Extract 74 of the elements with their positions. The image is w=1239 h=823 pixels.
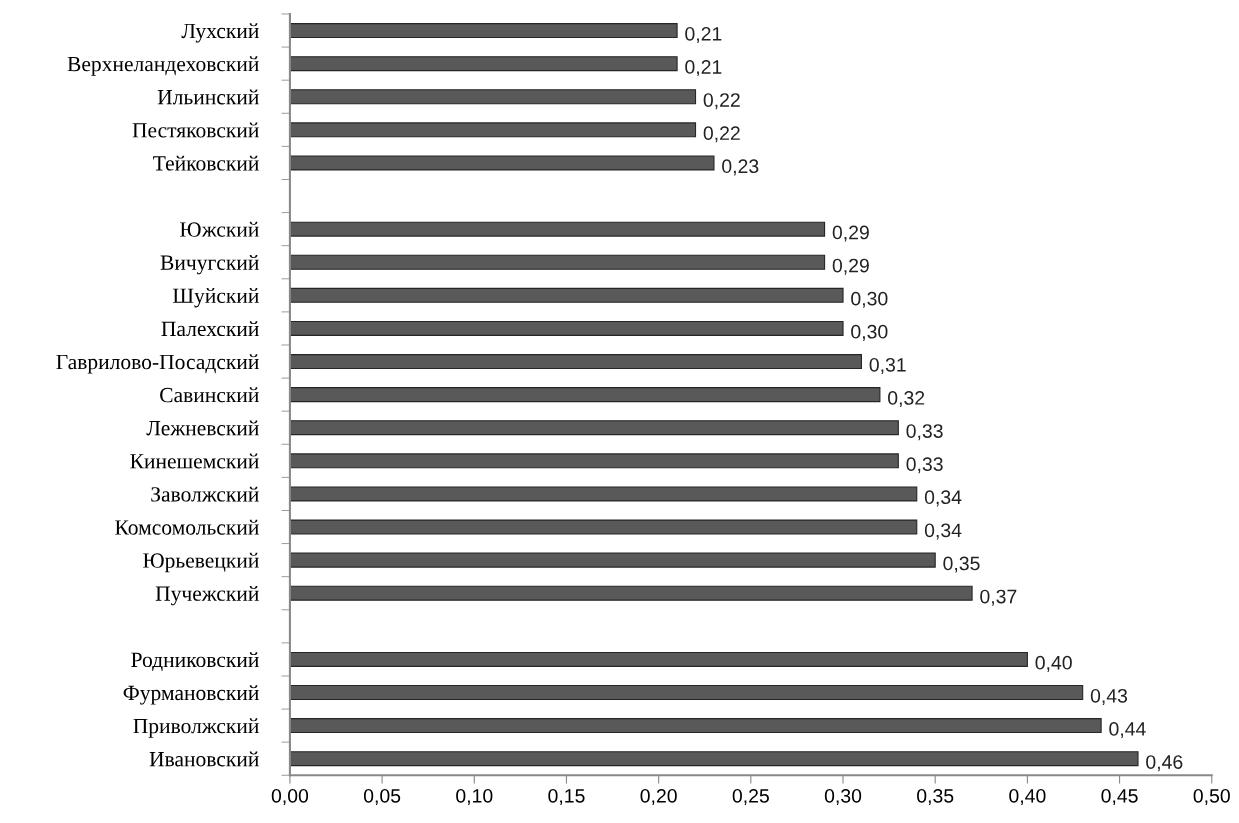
bar xyxy=(289,320,844,336)
y-tick-label: Шуйский xyxy=(172,288,259,308)
x-tick-label: 0,35 xyxy=(917,788,954,806)
y-tick-label: Родниковский xyxy=(131,652,259,672)
bar xyxy=(289,420,899,436)
data-label: 0,23 xyxy=(722,159,759,176)
bar xyxy=(289,122,697,138)
y-tick-label: Лухский xyxy=(181,23,259,43)
y-tick-label: Юрьевецкий xyxy=(143,552,259,573)
bar xyxy=(289,718,1102,734)
bar xyxy=(289,89,697,105)
y-tick-label: Савинский xyxy=(160,387,259,403)
data-label: 0,46 xyxy=(1146,755,1183,772)
data-label: 0,37 xyxy=(980,589,1017,606)
data-label: 0,33 xyxy=(906,457,943,474)
y-tick-label: Ивановский xyxy=(149,751,259,767)
bar xyxy=(289,685,1084,701)
x-tick-label: 0,45 xyxy=(1101,788,1138,806)
y-tick-label: Кинешемский xyxy=(130,453,259,469)
bar xyxy=(289,453,899,469)
data-label: 0,29 xyxy=(832,225,869,242)
data-label: 0,21 xyxy=(685,26,722,44)
y-tick-label: Палехский xyxy=(161,321,259,337)
data-label: 0,29 xyxy=(832,258,869,275)
x-tick-label: 0,40 xyxy=(1009,788,1046,806)
y-tick-label: Комсомольский xyxy=(115,519,259,535)
bar xyxy=(289,221,826,237)
x-tick-label: 0,50 xyxy=(1193,788,1230,806)
bar xyxy=(289,552,936,568)
bar xyxy=(289,155,715,171)
y-tick-label: Пучежский xyxy=(155,585,259,606)
y-tick-label: Тейковский xyxy=(153,155,259,171)
data-label: 0,22 xyxy=(703,126,740,143)
y-tick-label: Лежневский xyxy=(146,420,259,436)
y-tick-label: Приволжский xyxy=(133,718,259,738)
y-tick-label: Гаврилово-Посадский xyxy=(56,354,259,374)
y-tick-label: Фурмановский xyxy=(123,685,259,705)
bar xyxy=(289,519,918,535)
data-label: 0,44 xyxy=(1109,722,1146,739)
data-label: 0,30 xyxy=(851,324,888,341)
bar xyxy=(289,651,1028,667)
data-label: 0,32 xyxy=(888,391,925,408)
x-tick-label: 0,30 xyxy=(824,788,862,806)
bar xyxy=(289,751,1139,767)
y-tick-label: Ильинский xyxy=(157,89,259,105)
x-tick-label: 0,15 xyxy=(548,788,585,806)
y-tick-label: Заволжский xyxy=(151,486,259,502)
x-tick-label: 0,05 xyxy=(363,788,401,806)
data-label: 0,33 xyxy=(906,424,943,441)
y-tick-label: Пестяковский xyxy=(132,122,259,138)
bar xyxy=(289,387,881,403)
data-label: 0,34 xyxy=(924,490,962,507)
data-label: 0,34 xyxy=(924,523,962,540)
bar xyxy=(289,585,973,601)
x-tick-label: 0,20 xyxy=(640,788,677,806)
data-label: 0,35 xyxy=(943,556,980,573)
x-tick-label: 0,25 xyxy=(732,788,769,806)
y-tick-label: Южский xyxy=(180,221,259,237)
bar xyxy=(289,287,844,303)
y-tick-label: Вичугский xyxy=(160,254,259,275)
x-tick-label: 0,10 xyxy=(456,788,493,806)
data-label: 0,30 xyxy=(851,291,888,308)
data-label: 0,31 xyxy=(869,357,906,375)
data-label: 0,43 xyxy=(1090,688,1128,705)
data-label: 0,22 xyxy=(703,93,740,110)
x-tick-label: 0,00 xyxy=(271,788,309,806)
bar xyxy=(289,23,678,39)
bar xyxy=(289,486,918,502)
y-tick-label: Верхнеландеховский xyxy=(67,56,259,76)
data-label: 0,21 xyxy=(685,60,722,77)
bar xyxy=(289,56,678,72)
bar xyxy=(289,254,826,270)
data-label: 0,40 xyxy=(1035,655,1072,672)
bar xyxy=(289,354,863,370)
